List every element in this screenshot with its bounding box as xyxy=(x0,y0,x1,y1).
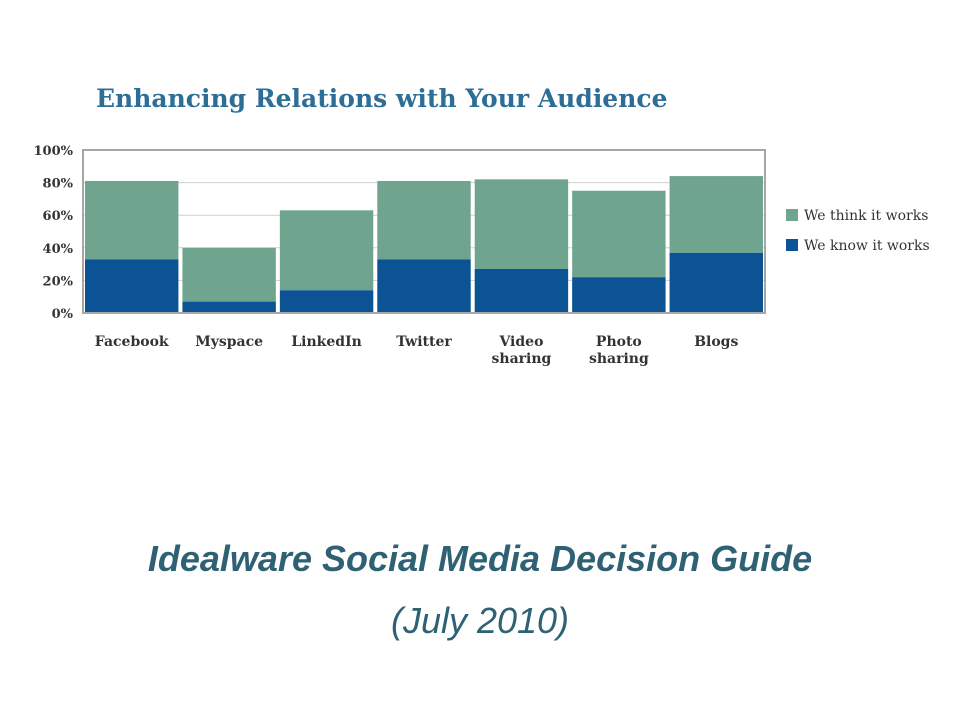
x-tick-label: LinkedIn xyxy=(291,334,361,350)
legend-label: We think it works xyxy=(804,208,928,224)
y-tick-label: 40% xyxy=(43,242,74,257)
bar-segment xyxy=(572,190,666,278)
y-tick-label: 80% xyxy=(43,177,74,192)
bar-segment xyxy=(182,247,276,302)
chart-title: Enhancing Relations with Your Audience xyxy=(96,84,668,113)
bar-segment xyxy=(474,179,569,269)
bar-segment xyxy=(85,180,179,260)
stacked-bar-chart: 0% 20% 40% 60% 80% 100% Facebook Myspace LinkedI… xyxy=(34,144,930,367)
y-tick-label: 0% xyxy=(52,307,74,322)
bar-segment xyxy=(669,176,763,253)
x-tick-label: Facebook xyxy=(95,334,169,350)
plot-border xyxy=(82,149,766,314)
legend-swatch xyxy=(786,239,798,251)
x-tick-label: Twitter xyxy=(396,334,452,350)
bar-segment xyxy=(182,301,276,313)
legend-label: We know it works xyxy=(804,238,930,254)
footer-title: Idealware Social Media Decision Guide xyxy=(147,538,813,579)
x-tick-label: Photo sharing xyxy=(589,334,649,367)
footer-subtitle: (July 2010) xyxy=(390,600,570,641)
bar-segment xyxy=(85,259,179,313)
y-tick-label: 60% xyxy=(43,209,74,224)
y-tick-label: 20% xyxy=(43,274,74,289)
x-tick-label: Blogs xyxy=(694,334,738,350)
bar-segment xyxy=(474,268,569,313)
legend-swatch xyxy=(786,209,798,221)
bar-segment xyxy=(279,290,374,313)
bar-segment xyxy=(669,252,763,313)
bar-segment xyxy=(572,277,666,313)
bar-segment xyxy=(279,210,374,291)
x-tick-label: Video sharing xyxy=(492,334,552,367)
y-tick-label: 100% xyxy=(34,144,74,159)
bar-segment xyxy=(377,259,471,313)
x-tick-label: Myspace xyxy=(195,334,263,350)
bar-segment xyxy=(377,180,471,260)
